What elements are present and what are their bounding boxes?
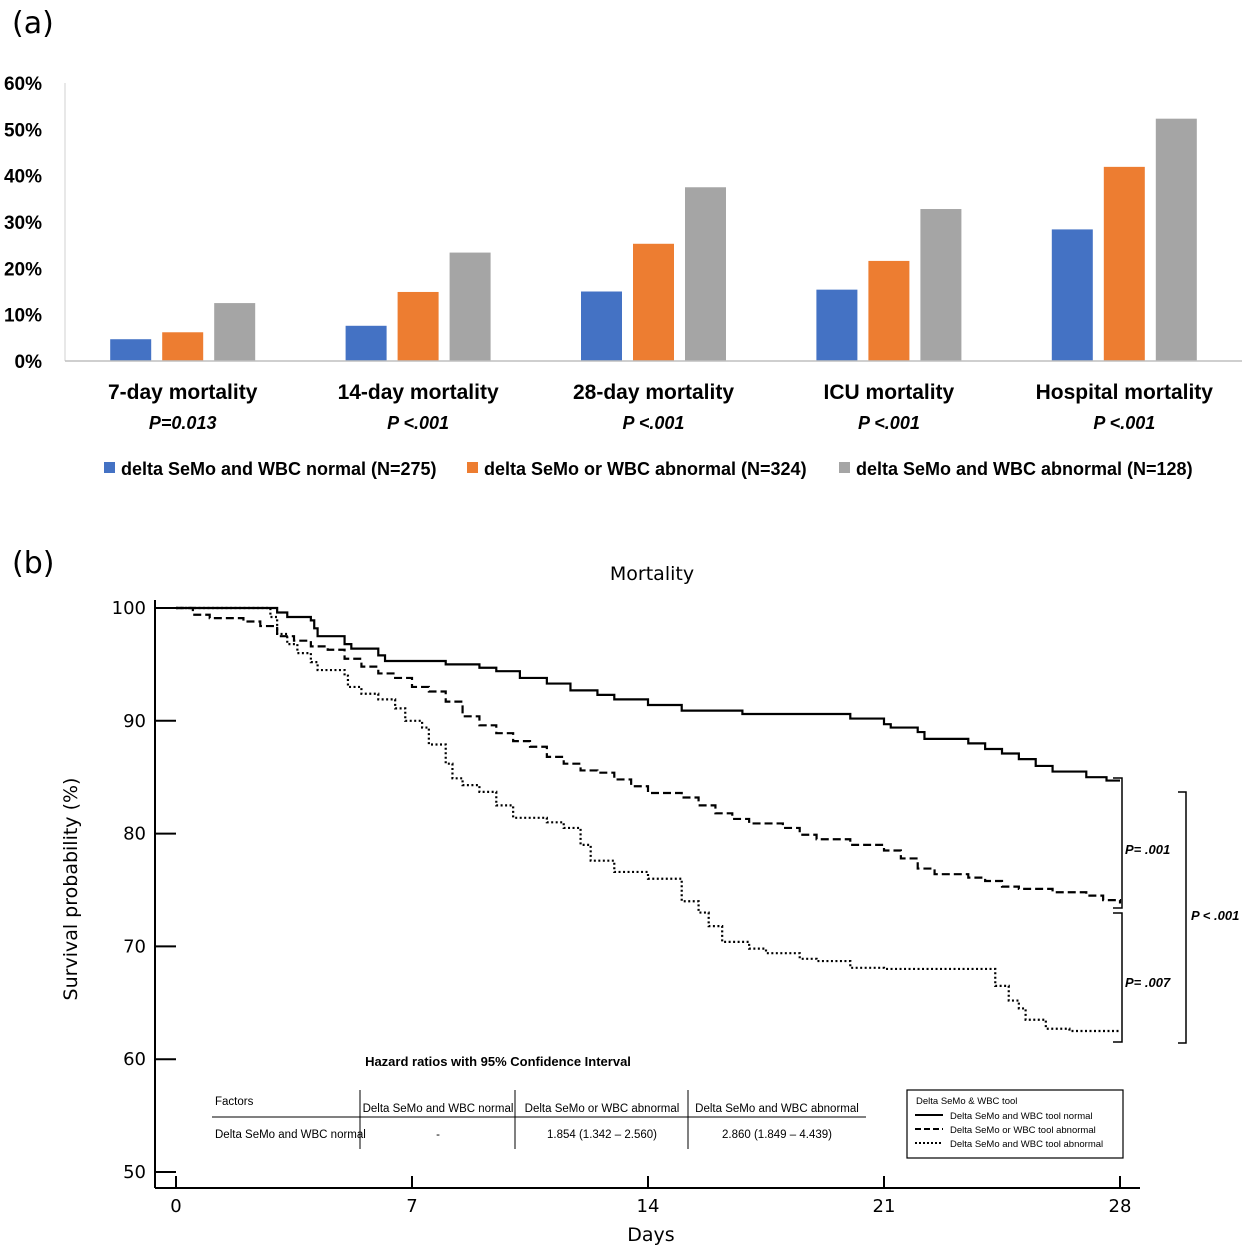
km-x-tick-label: 0 — [170, 1196, 181, 1217]
km-y-tick-label: 80 — [123, 824, 146, 845]
bar-2-7-day-mortality — [162, 332, 204, 361]
km-y-ticks: 50 60 70 80 90 100 — [112, 598, 176, 1183]
km-x-tick-label: 7 — [406, 1196, 417, 1217]
km-legend-box — [906, 1089, 1124, 1159]
panel-a-legend: delta SeMo and WBC normal (N=275) delta S… — [104, 459, 1193, 479]
km-y-tick-label: 70 — [123, 936, 146, 957]
km-y-tick-label: 60 — [123, 1049, 146, 1070]
km-x-tick-label: 14 — [637, 1196, 660, 1217]
bar-1-7-day-mortality — [110, 339, 152, 361]
panel-a-y-tick-label: 0% — [15, 352, 43, 373]
p-value-normal-vs-and: P < .001 — [1191, 908, 1239, 923]
bracket-normal-vs-and — [1178, 791, 1187, 1044]
hr-header-or-abnormal: Delta SeMo or WBC abnormal — [525, 1103, 680, 1115]
bar-2-icu-mortality — [868, 260, 910, 361]
panel-a-y-axis: 0% 10% 20% 30% 40% 50% 60% — [4, 74, 42, 373]
km-comparison-brackets: P= .001 P= .007 P < .001 — [1113, 777, 1239, 1044]
hr-table-title: Hazard ratios with 95% Confidence Interv… — [365, 1054, 631, 1069]
category-p-value: P <.001 — [1093, 413, 1155, 433]
bar-3-7-day-mortality — [214, 303, 256, 361]
km-legend-item: Delta SeMo or WBC tool abnormal — [950, 1125, 1096, 1136]
category-label: ICU mortality — [824, 381, 955, 404]
panel-a-y-tick-label: 60% — [4, 74, 42, 95]
panel-a-y-tick-label: 20% — [4, 259, 42, 280]
km-x-tick-label: 28 — [1109, 1196, 1132, 1217]
bar-2-28-day-mortality — [633, 243, 674, 361]
km-x-axis-label: Days — [627, 1224, 674, 1246]
category-p-value: P=0.013 — [149, 413, 217, 433]
panel-a-y-tick-label: 10% — [4, 306, 42, 327]
km-y-tick-label: 90 — [123, 711, 146, 732]
hr-row-cell: 1.854 (1.342 – 2.560) — [547, 1129, 657, 1141]
bracket-normal-vs-or — [1113, 777, 1123, 909]
km-legend-title: Delta SeMo & WBC tool — [916, 1096, 1017, 1107]
category-p-value: P <.001 — [858, 413, 920, 433]
bar-3-hospital-mortality — [1155, 118, 1197, 361]
panel-a-label: (a) — [12, 6, 54, 41]
bracket-or-vs-and — [1113, 912, 1123, 1043]
bar-1-hospital-mortality — [1051, 229, 1093, 361]
legend-label: delta SeMo and WBC abnormal (N=128) — [856, 459, 1193, 479]
bar-1-14-day-mortality — [345, 325, 387, 361]
category-label: 14-day mortality — [338, 381, 499, 404]
km-y-tick-label: 100 — [112, 598, 146, 619]
panel-a-bars — [110, 118, 1197, 361]
legend-swatch — [467, 462, 478, 473]
km-curves — [176, 606, 1122, 1033]
legend-swatch — [839, 462, 850, 473]
hr-row-cell: - — [436, 1129, 440, 1141]
km-legend: Delta SeMo & WBC tool Delta SeMo and WBC… — [906, 1089, 1124, 1159]
hazard-ratio-table: Hazard ratios with 95% Confidence Interv… — [212, 1054, 866, 1149]
category-label: 28-day mortality — [573, 381, 734, 404]
bar-2-hospital-mortality — [1103, 166, 1145, 361]
hr-row-factor: Delta SeMo and WBC normal — [215, 1129, 366, 1141]
category-label: 7-day mortality — [108, 381, 258, 404]
km-legend-item: Delta SeMo and WBC tool normal — [950, 1111, 1093, 1122]
panel-a-category-labels: 7-day mortality P=0.013 14-day mortality P … — [108, 381, 1213, 433]
panel-a-y-tick-label: 50% — [4, 120, 42, 141]
bar-3-14-day-mortality — [449, 252, 491, 361]
category-label: Hospital mortality — [1036, 381, 1214, 404]
bar-3-28-day-mortality — [685, 187, 726, 361]
legend-label: delta SeMo and WBC normal (N=275) — [121, 459, 437, 479]
panel-a-y-tick-label: 40% — [4, 167, 42, 188]
category-p-value: P <.001 — [623, 413, 685, 433]
legend-label: delta SeMo or WBC abnormal (N=324) — [484, 459, 807, 479]
hr-row-cell: 2.860 (1.849 – 4.439) — [722, 1129, 832, 1141]
km-x-ticks: 0 7 14 21 28 — [170, 1176, 1131, 1217]
panel-b-label: (b) — [12, 546, 54, 581]
bar-2-14-day-mortality — [397, 291, 439, 361]
p-value-normal-vs-or: P= .001 — [1125, 842, 1170, 857]
km-title: Mortality — [610, 563, 694, 585]
km-curve-dotted — [176, 606, 1120, 1033]
hr-header-and-abnormal: Delta SeMo and WBC abnormal — [695, 1103, 859, 1115]
km-y-axis-label: Survival probability (%) — [60, 778, 82, 1001]
km-curve-dashed — [176, 606, 1122, 904]
hr-header-normal: Delta SeMo and WBC normal — [363, 1103, 514, 1115]
km-curve-solid — [176, 606, 1120, 782]
bar-1-28-day-mortality — [581, 291, 622, 361]
category-p-value: P <.001 — [387, 413, 449, 433]
km-y-tick-label: 50 — [123, 1162, 146, 1183]
km-legend-item: Delta SeMo and WBC tool abnormal — [950, 1139, 1103, 1150]
bar-1-icu-mortality — [816, 289, 858, 361]
hr-header-factors: Factors — [215, 1096, 254, 1108]
panel-a-y-tick-label: 30% — [4, 213, 42, 234]
km-x-tick-label: 21 — [873, 1196, 896, 1217]
bar-3-icu-mortality — [920, 209, 962, 361]
legend-swatch — [104, 462, 115, 473]
p-value-or-vs-and: P= .007 — [1125, 975, 1171, 990]
